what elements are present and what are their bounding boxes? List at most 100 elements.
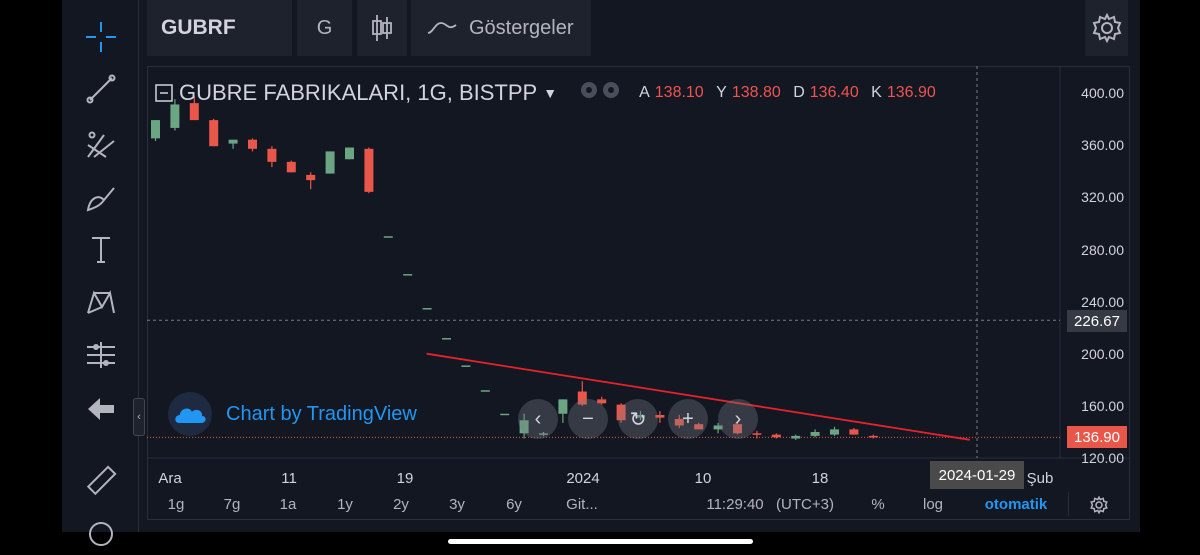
candle <box>383 236 393 238</box>
legend-caret-icon[interactable]: ▼ <box>543 85 558 101</box>
candle <box>674 415 684 429</box>
candle <box>189 96 199 121</box>
candle <box>655 411 665 423</box>
last-price-tag: 136.90 <box>1067 426 1127 448</box>
candle-body <box>694 424 704 430</box>
pitchfork-icon[interactable] <box>82 125 120 163</box>
range-1y[interactable]: 1y <box>337 496 353 513</box>
timezone-button[interactable]: (UTC+3) <box>776 496 834 513</box>
legend-title[interactable]: GUBRE FABRIKALARI, 1G, BISTPP <box>179 80 538 105</box>
auto-scale-toggle[interactable]: otomatik <box>984 496 1048 513</box>
zoom-out-button[interactable]: − <box>568 399 608 439</box>
candle <box>306 172 316 190</box>
price-tick-label: 120.00 <box>1081 450 1124 467</box>
candle <box>519 413 529 439</box>
scroll-left-button[interactable]: ‹ <box>518 399 558 439</box>
reset-chart-button[interactable]: ↻ <box>618 399 658 439</box>
range-3y[interactable]: 3y <box>449 496 465 513</box>
trendline-icon[interactable] <box>82 70 120 108</box>
bottom-divider <box>1068 492 1069 516</box>
watermark-text: Chart by TradingView <box>226 402 417 425</box>
back-arrow-icon[interactable] <box>82 390 120 428</box>
crosshair-price: 226.67 <box>1074 312 1120 330</box>
ohlc-low-key: D <box>793 84 805 101</box>
measure-icon[interactable] <box>82 336 120 374</box>
candle <box>461 365 471 367</box>
candle <box>577 381 587 406</box>
candle <box>248 138 257 152</box>
tradingview-watermark: Chart by TradingView <box>168 392 417 436</box>
ohlc-high-value: 138.80 <box>731 84 781 101</box>
percent-toggle[interactable]: % <box>871 496 885 513</box>
candle-body <box>170 104 180 128</box>
indicators-button[interactable]: Göstergeler <box>411 0 591 56</box>
candle-body <box>228 139 238 144</box>
time-tick-label: 10 <box>694 470 712 487</box>
brush-icon[interactable] <box>82 178 120 216</box>
candle-body <box>539 433 548 435</box>
zoom-in-button[interactable]: + <box>668 399 708 439</box>
top-toolbar: GUBRF G Göstergeler <box>147 0 1128 56</box>
candle-body <box>480 390 490 392</box>
clock: 11:29:40 <box>706 496 764 513</box>
bottom-settings-icon[interactable] <box>1090 495 1108 518</box>
candle-body <box>519 420 529 434</box>
candle <box>752 430 762 439</box>
chart-type-button[interactable] <box>357 0 407 56</box>
settings-button[interactable] <box>1085 0 1128 56</box>
candle <box>713 422 723 434</box>
candle <box>849 428 859 435</box>
candle <box>480 390 490 392</box>
candle-body <box>733 424 742 434</box>
collapse-legend-icon[interactable] <box>155 84 173 102</box>
candle-body <box>325 151 335 174</box>
candle <box>771 433 781 439</box>
candle <box>830 426 839 436</box>
candle-body <box>267 148 277 162</box>
range-1a[interactable]: 1a <box>279 496 297 513</box>
candle <box>868 434 878 439</box>
candle <box>791 434 801 440</box>
candle-body <box>713 425 723 430</box>
candle-body <box>286 161 296 173</box>
candle-body <box>422 308 432 310</box>
interval-selector[interactable]: G <box>297 0 352 56</box>
symbol-search[interactable]: GUBRF <box>147 0 292 56</box>
pattern-icon[interactable] <box>82 283 120 321</box>
candle-body <box>597 399 607 404</box>
legend-settings-icon[interactable] <box>579 80 621 106</box>
candle-body <box>849 429 859 435</box>
toolbar-collapse-tab[interactable]: ‹ <box>133 398 145 436</box>
goto-date-button[interactable]: Git... <box>566 496 598 513</box>
candle-body <box>461 365 471 367</box>
candle <box>345 147 354 160</box>
candle-body <box>636 415 645 418</box>
crosshair-icon[interactable] <box>82 18 120 56</box>
candle-body <box>345 147 354 160</box>
range-2y[interactable]: 2y <box>393 496 409 513</box>
text-icon[interactable] <box>82 230 120 268</box>
log-toggle[interactable]: log <box>922 496 944 513</box>
range-6y[interactable]: 6y <box>506 496 522 513</box>
magnet-icon[interactable] <box>82 515 120 553</box>
range-1g[interactable]: 1g <box>167 496 185 513</box>
candle-body <box>771 434 781 438</box>
candle <box>364 147 374 194</box>
ohlc-low-value: 136.40 <box>809 84 859 101</box>
chart-legend: GUBRE FABRIKALARI, 1G, BISTPP ▼ A 138.10 … <box>155 80 936 106</box>
ohlc-values: A 138.10 Y 138.80 D 136.40 K 136.90 <box>631 84 936 102</box>
candle <box>209 118 219 147</box>
candle-body <box>616 404 626 421</box>
price-chart[interactable] <box>147 66 1130 520</box>
scroll-right-button[interactable]: › <box>718 399 758 439</box>
candle <box>539 431 548 436</box>
trendline-drawing[interactable] <box>426 352 970 441</box>
ohlc-open-value: 138.10 <box>654 84 704 101</box>
candle-body <box>655 415 665 418</box>
ohlc-close-key: K <box>871 84 882 101</box>
ohlc-high-key: Y <box>716 84 727 101</box>
chart-pane[interactable] <box>147 66 1130 520</box>
home-indicator[interactable] <box>448 539 753 544</box>
ruler-icon[interactable] <box>82 462 120 500</box>
range-7g[interactable]: 7g <box>223 496 241 513</box>
